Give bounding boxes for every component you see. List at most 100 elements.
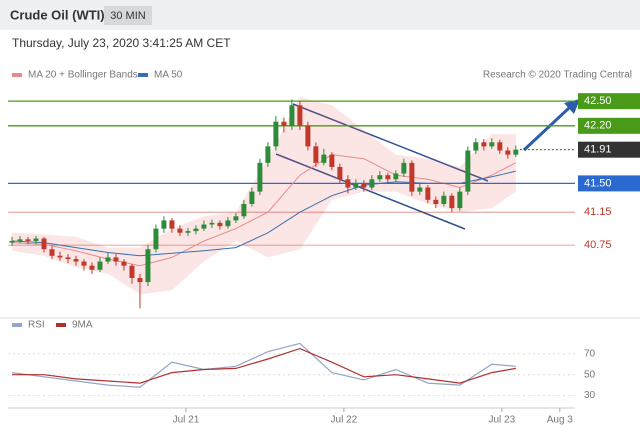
candle-body — [457, 191, 463, 209]
level-label: 40.75 — [584, 239, 612, 251]
legend-swatch — [138, 73, 148, 77]
candle-body — [385, 175, 391, 180]
x-tick-label: Aug 3 — [547, 415, 574, 426]
level-label-box — [578, 141, 640, 158]
candle-body — [113, 257, 119, 262]
instrument-title: Crude Oil (WTI) — [10, 7, 105, 22]
candle-body — [257, 162, 263, 192]
candle-body — [17, 239, 23, 241]
timestamp: Thursday, July 23, 2020 3:41:25 AM CET — [12, 36, 231, 50]
candle-body — [489, 142, 495, 147]
candle-body — [249, 191, 255, 204]
candle-body — [417, 187, 423, 192]
candle-body — [105, 257, 111, 262]
candle-body — [265, 146, 271, 163]
candle-body — [209, 222, 215, 225]
candle-body — [177, 228, 183, 233]
candle-body — [305, 125, 311, 147]
timeframe-badge — [104, 6, 152, 25]
level-label: 42.50 — [584, 95, 612, 107]
candle-body — [9, 240, 15, 243]
candle-body — [329, 154, 335, 167]
candle-body — [129, 265, 135, 278]
candle-body — [513, 149, 519, 155]
level-label-box — [578, 93, 640, 110]
y-tick-label: 70 — [584, 348, 596, 359]
candle-body — [281, 121, 287, 126]
candle-body — [337, 166, 343, 180]
legend-swatch — [12, 73, 22, 77]
candle-body — [169, 220, 175, 229]
legend-swatch — [56, 323, 66, 327]
moving-average — [11, 154, 517, 267]
candle-body — [137, 277, 143, 283]
forecast-arrow — [522, 106, 571, 152]
candle-body — [89, 265, 95, 270]
level-label: 41.50 — [584, 177, 612, 189]
candle-body — [217, 222, 223, 227]
candle-body — [353, 183, 359, 188]
candle-body — [57, 255, 63, 258]
candle-body — [401, 162, 407, 174]
candle-body — [409, 162, 415, 192]
x-tick-label: Jul 21 — [173, 415, 200, 426]
candle-body — [33, 238, 39, 241]
candle-body — [465, 150, 471, 192]
y-tick-label: 30 — [584, 390, 596, 401]
bollinger-band — [12, 97, 516, 295]
candle-body — [441, 195, 447, 204]
candle-body — [473, 142, 479, 151]
level-label-box — [578, 175, 640, 192]
candle-body — [297, 105, 303, 126]
level-label: 42.20 — [584, 120, 612, 132]
y-tick-label: 50 — [584, 369, 596, 380]
candle-body — [433, 199, 439, 204]
candle-body — [161, 220, 167, 229]
arrow-head — [564, 99, 580, 114]
level-label: 41.91 — [584, 144, 612, 156]
channel-bottom — [275, 153, 466, 230]
candle-body — [241, 203, 247, 217]
candle-body — [185, 231, 191, 233]
candle-body — [49, 249, 55, 256]
candle-body — [81, 261, 87, 266]
credit: Research © 2020 Trading Central — [483, 70, 632, 81]
legend-label: MA 50 — [154, 70, 183, 81]
candle-body — [273, 121, 279, 147]
candle-body — [369, 179, 375, 188]
legend-swatch — [12, 323, 22, 327]
candle-body — [481, 142, 487, 147]
candle-body — [393, 173, 399, 180]
legend-label: 9MA — [72, 320, 93, 331]
timeframe: 30 MIN — [110, 10, 146, 22]
rsi-line — [11, 342, 516, 388]
candle-body — [497, 142, 503, 151]
moving-average — [11, 170, 516, 257]
candle-body — [233, 216, 239, 221]
candle-body — [97, 261, 103, 270]
level-label: 41.15 — [584, 206, 612, 218]
x-tick-label: Jul 23 — [488, 415, 515, 426]
candle-body — [193, 228, 199, 232]
x-tick-label: Jul 22 — [331, 415, 358, 426]
candle-body — [25, 239, 31, 241]
candle-body — [505, 150, 511, 155]
legend-label: RSI — [28, 320, 45, 331]
candle-body — [449, 195, 455, 209]
candle-body — [73, 259, 79, 262]
candle-body — [225, 220, 231, 227]
candle-body — [65, 257, 71, 260]
legend-label: MA 20 + Bollinger Bands — [28, 70, 138, 81]
candle-body — [313, 146, 319, 163]
candle-body — [361, 183, 367, 188]
level-label-box — [578, 117, 640, 134]
candle-body — [41, 238, 47, 250]
candle-body — [289, 105, 295, 126]
candle-body — [377, 175, 383, 180]
candle-body — [145, 249, 151, 283]
rsi-line — [12, 347, 516, 384]
candle-body — [345, 179, 351, 188]
channel-top — [292, 103, 489, 182]
candle-body — [201, 224, 207, 229]
